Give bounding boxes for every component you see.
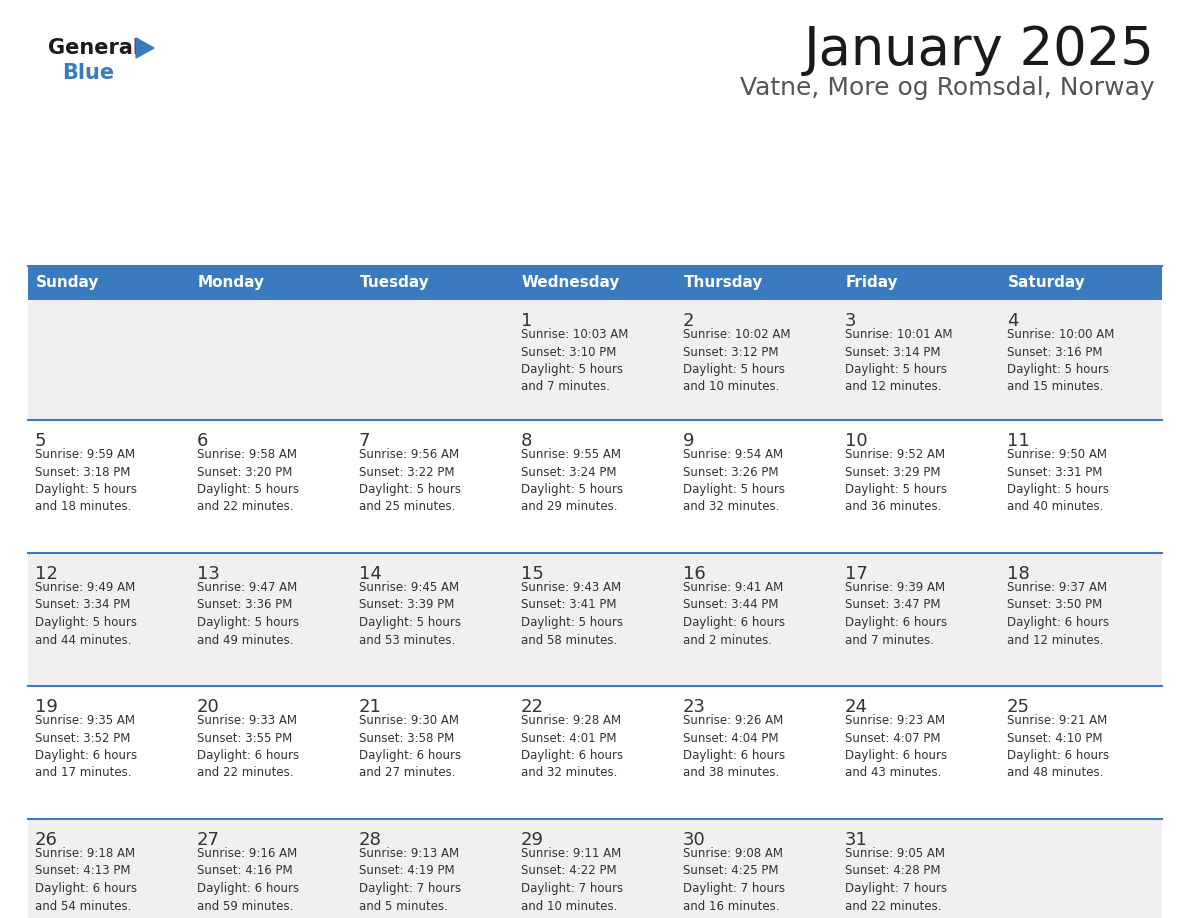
Text: 21: 21 xyxy=(359,698,381,716)
Text: January 2025: January 2025 xyxy=(804,24,1155,76)
Text: Sunrise: 9:26 AM
Sunset: 4:04 PM
Daylight: 6 hours
and 38 minutes.: Sunrise: 9:26 AM Sunset: 4:04 PM Dayligh… xyxy=(683,714,785,779)
Text: Sunrise: 9:55 AM
Sunset: 3:24 PM
Daylight: 5 hours
and 29 minutes.: Sunrise: 9:55 AM Sunset: 3:24 PM Dayligh… xyxy=(522,448,623,513)
Bar xyxy=(514,266,676,300)
Text: Sunrise: 9:23 AM
Sunset: 4:07 PM
Daylight: 6 hours
and 43 minutes.: Sunrise: 9:23 AM Sunset: 4:07 PM Dayligh… xyxy=(845,714,947,779)
Bar xyxy=(29,266,190,300)
Text: Sunrise: 9:16 AM
Sunset: 4:16 PM
Daylight: 6 hours
and 59 minutes.: Sunrise: 9:16 AM Sunset: 4:16 PM Dayligh… xyxy=(197,847,299,912)
Bar xyxy=(190,266,352,300)
Text: Sunrise: 10:00 AM
Sunset: 3:16 PM
Daylight: 5 hours
and 15 minutes.: Sunrise: 10:00 AM Sunset: 3:16 PM Daylig… xyxy=(1007,328,1114,394)
Text: Sunrise: 9:28 AM
Sunset: 4:01 PM
Daylight: 6 hours
and 32 minutes.: Sunrise: 9:28 AM Sunset: 4:01 PM Dayligh… xyxy=(522,714,624,779)
Text: 2: 2 xyxy=(683,312,695,330)
Text: Sunrise: 9:39 AM
Sunset: 3:47 PM
Daylight: 6 hours
and 7 minutes.: Sunrise: 9:39 AM Sunset: 3:47 PM Dayligh… xyxy=(845,581,947,646)
Text: Sunrise: 9:56 AM
Sunset: 3:22 PM
Daylight: 5 hours
and 25 minutes.: Sunrise: 9:56 AM Sunset: 3:22 PM Dayligh… xyxy=(359,448,461,513)
Bar xyxy=(352,266,514,300)
Text: 9: 9 xyxy=(683,432,695,450)
Text: 24: 24 xyxy=(845,698,868,716)
Text: 20: 20 xyxy=(197,698,220,716)
Text: Sunrise: 9:41 AM
Sunset: 3:44 PM
Daylight: 6 hours
and 2 minutes.: Sunrise: 9:41 AM Sunset: 3:44 PM Dayligh… xyxy=(683,581,785,646)
Bar xyxy=(676,266,838,300)
Bar xyxy=(29,300,1162,420)
Text: 5: 5 xyxy=(34,432,46,450)
Text: Sunrise: 9:35 AM
Sunset: 3:52 PM
Daylight: 6 hours
and 17 minutes.: Sunrise: 9:35 AM Sunset: 3:52 PM Dayligh… xyxy=(34,714,137,779)
Text: Monday: Monday xyxy=(198,275,265,290)
Text: Sunrise: 9:21 AM
Sunset: 4:10 PM
Daylight: 6 hours
and 48 minutes.: Sunrise: 9:21 AM Sunset: 4:10 PM Dayligh… xyxy=(1007,714,1110,779)
Text: 29: 29 xyxy=(522,831,544,849)
Text: Sunrise: 9:43 AM
Sunset: 3:41 PM
Daylight: 5 hours
and 58 minutes.: Sunrise: 9:43 AM Sunset: 3:41 PM Dayligh… xyxy=(522,581,623,646)
Bar xyxy=(29,819,1162,918)
Text: Sunrise: 9:05 AM
Sunset: 4:28 PM
Daylight: 7 hours
and 22 minutes.: Sunrise: 9:05 AM Sunset: 4:28 PM Dayligh… xyxy=(845,847,947,912)
Text: Thursday: Thursday xyxy=(684,275,764,290)
Bar xyxy=(29,420,1162,553)
Text: Sunrise: 10:01 AM
Sunset: 3:14 PM
Daylight: 5 hours
and 12 minutes.: Sunrise: 10:01 AM Sunset: 3:14 PM Daylig… xyxy=(845,328,953,394)
Text: Sunrise: 9:45 AM
Sunset: 3:39 PM
Daylight: 5 hours
and 53 minutes.: Sunrise: 9:45 AM Sunset: 3:39 PM Dayligh… xyxy=(359,581,461,646)
Text: Sunrise: 9:54 AM
Sunset: 3:26 PM
Daylight: 5 hours
and 32 minutes.: Sunrise: 9:54 AM Sunset: 3:26 PM Dayligh… xyxy=(683,448,785,513)
Text: 19: 19 xyxy=(34,698,58,716)
Text: Sunrise: 9:08 AM
Sunset: 4:25 PM
Daylight: 7 hours
and 16 minutes.: Sunrise: 9:08 AM Sunset: 4:25 PM Dayligh… xyxy=(683,847,785,912)
Text: 3: 3 xyxy=(845,312,857,330)
Text: Sunrise: 9:50 AM
Sunset: 3:31 PM
Daylight: 5 hours
and 40 minutes.: Sunrise: 9:50 AM Sunset: 3:31 PM Dayligh… xyxy=(1007,448,1110,513)
Text: Vatne, More og Romsdal, Norway: Vatne, More og Romsdal, Norway xyxy=(740,76,1155,100)
Text: Sunrise: 9:47 AM
Sunset: 3:36 PM
Daylight: 5 hours
and 49 minutes.: Sunrise: 9:47 AM Sunset: 3:36 PM Dayligh… xyxy=(197,581,299,646)
Text: 30: 30 xyxy=(683,831,706,849)
Text: 11: 11 xyxy=(1007,432,1030,450)
Polygon shape xyxy=(135,38,154,58)
Text: Sunrise: 10:02 AM
Sunset: 3:12 PM
Daylight: 5 hours
and 10 minutes.: Sunrise: 10:02 AM Sunset: 3:12 PM Daylig… xyxy=(683,328,790,394)
Text: Wednesday: Wednesday xyxy=(522,275,620,290)
Text: 7: 7 xyxy=(359,432,371,450)
Text: 16: 16 xyxy=(683,565,706,583)
Bar xyxy=(838,266,1000,300)
Text: 10: 10 xyxy=(845,432,867,450)
Text: Sunrise: 9:59 AM
Sunset: 3:18 PM
Daylight: 5 hours
and 18 minutes.: Sunrise: 9:59 AM Sunset: 3:18 PM Dayligh… xyxy=(34,448,137,513)
Text: 23: 23 xyxy=(683,698,706,716)
Text: Tuesday: Tuesday xyxy=(360,275,430,290)
Text: 26: 26 xyxy=(34,831,58,849)
Text: 8: 8 xyxy=(522,432,532,450)
Text: 14: 14 xyxy=(359,565,381,583)
Text: Saturday: Saturday xyxy=(1007,275,1086,290)
Text: Sunrise: 10:03 AM
Sunset: 3:10 PM
Daylight: 5 hours
and 7 minutes.: Sunrise: 10:03 AM Sunset: 3:10 PM Daylig… xyxy=(522,328,628,394)
Text: 27: 27 xyxy=(197,831,220,849)
Text: 12: 12 xyxy=(34,565,58,583)
Text: 22: 22 xyxy=(522,698,544,716)
Text: Sunrise: 9:11 AM
Sunset: 4:22 PM
Daylight: 7 hours
and 10 minutes.: Sunrise: 9:11 AM Sunset: 4:22 PM Dayligh… xyxy=(522,847,624,912)
Text: Sunrise: 9:37 AM
Sunset: 3:50 PM
Daylight: 6 hours
and 12 minutes.: Sunrise: 9:37 AM Sunset: 3:50 PM Dayligh… xyxy=(1007,581,1110,646)
Bar xyxy=(29,553,1162,686)
Text: Blue: Blue xyxy=(62,63,114,83)
Text: Sunrise: 9:49 AM
Sunset: 3:34 PM
Daylight: 5 hours
and 44 minutes.: Sunrise: 9:49 AM Sunset: 3:34 PM Dayligh… xyxy=(34,581,137,646)
Text: 25: 25 xyxy=(1007,698,1030,716)
Text: General: General xyxy=(48,38,140,58)
Text: Sunrise: 9:58 AM
Sunset: 3:20 PM
Daylight: 5 hours
and 22 minutes.: Sunrise: 9:58 AM Sunset: 3:20 PM Dayligh… xyxy=(197,448,299,513)
Text: 1: 1 xyxy=(522,312,532,330)
Text: Sunrise: 9:30 AM
Sunset: 3:58 PM
Daylight: 6 hours
and 27 minutes.: Sunrise: 9:30 AM Sunset: 3:58 PM Dayligh… xyxy=(359,714,461,779)
Bar xyxy=(29,686,1162,819)
Text: 31: 31 xyxy=(845,831,868,849)
Text: 28: 28 xyxy=(359,831,381,849)
Text: Sunrise: 9:33 AM
Sunset: 3:55 PM
Daylight: 6 hours
and 22 minutes.: Sunrise: 9:33 AM Sunset: 3:55 PM Dayligh… xyxy=(197,714,299,779)
Text: 17: 17 xyxy=(845,565,868,583)
Text: 6: 6 xyxy=(197,432,208,450)
Text: 15: 15 xyxy=(522,565,544,583)
Text: 13: 13 xyxy=(197,565,220,583)
Text: Sunrise: 9:18 AM
Sunset: 4:13 PM
Daylight: 6 hours
and 54 minutes.: Sunrise: 9:18 AM Sunset: 4:13 PM Dayligh… xyxy=(34,847,137,912)
Text: 4: 4 xyxy=(1007,312,1018,330)
Bar xyxy=(1000,266,1162,300)
Text: Sunrise: 9:13 AM
Sunset: 4:19 PM
Daylight: 7 hours
and 5 minutes.: Sunrise: 9:13 AM Sunset: 4:19 PM Dayligh… xyxy=(359,847,461,912)
Text: Sunday: Sunday xyxy=(36,275,100,290)
Text: 18: 18 xyxy=(1007,565,1030,583)
Text: Sunrise: 9:52 AM
Sunset: 3:29 PM
Daylight: 5 hours
and 36 minutes.: Sunrise: 9:52 AM Sunset: 3:29 PM Dayligh… xyxy=(845,448,947,513)
Text: Friday: Friday xyxy=(846,275,898,290)
